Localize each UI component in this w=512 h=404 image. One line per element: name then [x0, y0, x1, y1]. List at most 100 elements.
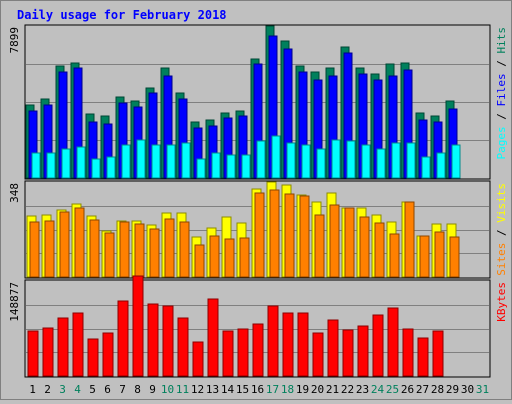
- panel-visits: 348 Sites / Visits: [8, 180, 508, 279]
- bar-hits-pages-day-7: [121, 144, 131, 179]
- x-tick-day-9: 9: [149, 383, 156, 396]
- x-tick-day-17: 17: [266, 383, 279, 396]
- ylabel-separator: /: [495, 107, 508, 127]
- bar-kbytes-kbytes-day-21: [327, 319, 339, 377]
- bar-hits-pages-day-18: [286, 142, 296, 179]
- bar-hits-pages-day-23: [361, 144, 371, 179]
- bar-kbytes-kbytes-day-4: [72, 312, 84, 377]
- panel-visits-ylabel: Sites / Visits: [495, 183, 508, 276]
- panel-kbytes: 148877 KBytes: [8, 275, 508, 378]
- bar-visits-sites-day-20: [314, 214, 325, 278]
- bar-hits-pages-day-12: [196, 158, 206, 179]
- ylabel-pages: Pages: [495, 126, 508, 159]
- bar-hits-pages-day-10: [166, 144, 176, 179]
- x-tick-day-2: 2: [44, 383, 51, 396]
- bar-visits-sites-day-7: [119, 221, 130, 278]
- bar-hits-pages-day-1: [31, 152, 41, 179]
- x-tick-day-5: 5: [89, 383, 96, 396]
- bar-kbytes-kbytes-day-26: [402, 328, 414, 377]
- ylabel-separator: /: [495, 54, 508, 74]
- bar-kbytes-kbytes-day-15: [237, 328, 249, 377]
- x-tick-day-16: 16: [251, 383, 264, 396]
- bar-kbytes-kbytes-day-6: [102, 332, 114, 377]
- bar-kbytes-kbytes-day-3: [57, 317, 69, 377]
- bar-kbytes-kbytes-day-24: [372, 314, 384, 377]
- bar-hits-pages-day-5: [91, 158, 101, 179]
- bar-hits-pages-day-27: [421, 156, 431, 179]
- bar-kbytes-kbytes-day-9: [147, 303, 159, 377]
- bar-visits-sites-day-24: [374, 222, 385, 278]
- bar-visits-sites-day-28: [434, 231, 445, 278]
- bar-visits-sites-day-3: [59, 211, 70, 278]
- x-tick-day-31: 31: [476, 383, 489, 396]
- x-tick-day-14: 14: [221, 383, 235, 396]
- bar-kbytes-kbytes-day-27: [417, 337, 429, 377]
- x-tick-day-21: 21: [326, 383, 339, 396]
- x-tick-day-6: 6: [104, 383, 111, 396]
- bar-kbytes-kbytes-day-20: [312, 332, 324, 377]
- bar-kbytes-kbytes-day-22: [342, 329, 354, 377]
- bar-visits-sites-day-12: [194, 244, 205, 278]
- bar-visits-sites-day-14: [224, 238, 235, 278]
- panel-hits: 7899 Pages / Files / Hits: [8, 24, 508, 180]
- bar-kbytes-kbytes-day-2: [42, 327, 54, 377]
- bar-kbytes-kbytes-day-11: [177, 317, 189, 377]
- bar-kbytes-kbytes-day-23: [357, 325, 369, 377]
- bar-visits-sites-day-22: [344, 207, 355, 278]
- x-tick-day-22: 22: [341, 383, 354, 396]
- ylabel-files: Files: [495, 73, 508, 106]
- x-tick-day-19: 19: [296, 383, 309, 396]
- bar-hits-pages-day-20: [316, 148, 326, 179]
- x-tick-day-23: 23: [356, 383, 369, 396]
- bar-visits-sites-day-10: [164, 218, 175, 278]
- chart-title: Daily usage for February 2018: [17, 8, 227, 22]
- bar-kbytes-kbytes-day-10: [162, 305, 174, 377]
- bar-hits-pages-day-8: [136, 139, 146, 179]
- bar-visits-sites-day-23: [359, 216, 370, 278]
- panel-kbytes-ylabel: KBytes: [495, 282, 508, 322]
- bar-visits-sites-day-26: [404, 201, 415, 278]
- bar-visits-sites-day-11: [179, 221, 190, 278]
- bar-hits-pages-day-16: [256, 140, 266, 179]
- ylabel-visits: Visits: [495, 183, 508, 223]
- bar-hits-pages-day-2: [46, 152, 56, 179]
- bar-visits-sites-day-4: [74, 207, 85, 278]
- ylabel-kbytes: KBytes: [495, 282, 508, 322]
- bar-hits-pages-day-11: [181, 142, 191, 179]
- bar-visits-sites-day-5: [89, 219, 100, 278]
- bar-visits-sites-day-13: [209, 235, 220, 278]
- panel-hits-ylabel: Pages / Files / Hits: [495, 27, 508, 160]
- x-tick-day-15: 15: [236, 383, 249, 396]
- bar-visits-sites-day-21: [329, 204, 340, 278]
- x-tick-day-4: 4: [74, 383, 81, 396]
- bar-hits-pages-day-9: [151, 144, 161, 179]
- bar-visits-sites-day-25: [389, 233, 400, 278]
- bar-kbytes-kbytes-day-18: [282, 312, 294, 377]
- bar-hits-pages-day-19: [301, 144, 311, 179]
- x-tick-day-20: 20: [311, 383, 324, 396]
- bar-hits-pages-day-28: [436, 152, 446, 179]
- x-tick-day-24: 24: [371, 383, 385, 396]
- bar-hits-pages-day-15: [241, 154, 251, 179]
- bar-hits-pages-day-21: [331, 139, 341, 179]
- bar-visits-sites-day-2: [44, 220, 55, 278]
- bar-visits-sites-day-6: [104, 232, 115, 278]
- x-tick-day-18: 18: [281, 383, 294, 396]
- bar-visits-sites-day-9: [149, 228, 160, 278]
- bar-visits-sites-day-27: [419, 235, 430, 278]
- x-tick-day-29: 29: [446, 383, 459, 396]
- bar-kbytes-kbytes-day-25: [387, 307, 399, 377]
- bar-visits-sites-day-16: [254, 192, 265, 278]
- bar-kbytes-kbytes-day-7: [117, 300, 129, 377]
- panel-visits-max-label: 348: [8, 183, 21, 203]
- bar-kbytes-kbytes-day-16: [252, 323, 264, 377]
- bar-kbytes-kbytes-day-1: [27, 330, 39, 377]
- bar-hits-pages-day-24: [376, 148, 386, 179]
- bar-kbytes-kbytes-day-13: [207, 298, 219, 377]
- x-tick-day-13: 13: [206, 383, 219, 396]
- x-tick-day-8: 8: [134, 383, 141, 396]
- bar-visits-sites-day-1: [29, 221, 40, 278]
- ylabel-sites: Sites: [495, 243, 508, 276]
